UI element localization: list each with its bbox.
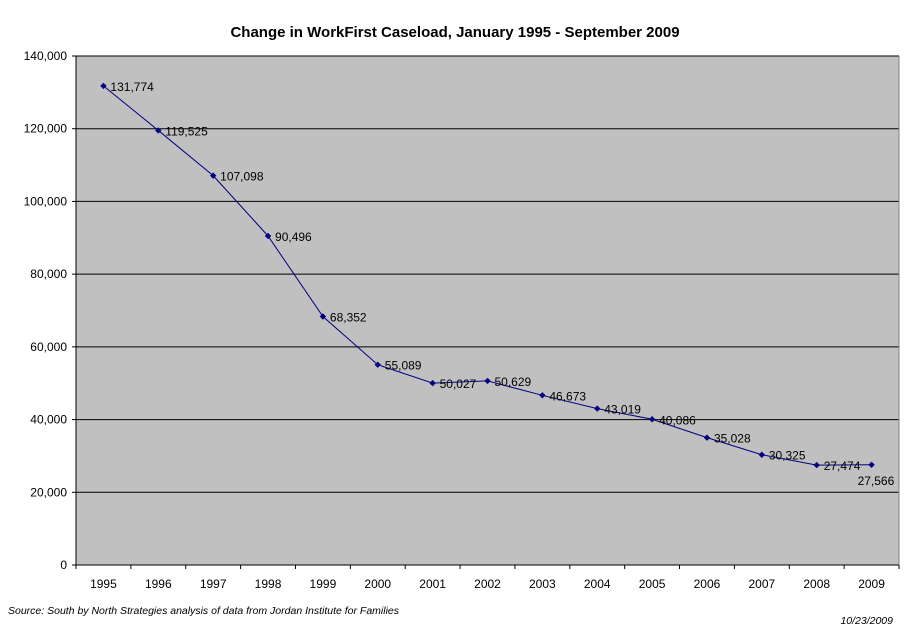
x-tick-label: 2009: [858, 577, 885, 591]
data-point: [100, 82, 107, 90]
x-tick-label: 2004: [584, 577, 611, 591]
y-tick-label: 120,000: [24, 122, 68, 136]
x-tick-label: 2008: [803, 577, 830, 591]
data-label: 43,019: [604, 403, 641, 417]
data-labels: 131,774 119,525 107,098 90,496 68,352 55,089 5…: [110, 80, 894, 488]
x-tick-label: 1995: [90, 577, 117, 591]
x-tick-label: 2000: [364, 577, 391, 591]
data-label: 46,673: [549, 389, 586, 403]
x-axis-ticks: 1995 1996 1997 1998 1999 2000 2001 2002 2003 2004…: [75, 565, 900, 591]
data-point: [594, 405, 601, 412]
data-point: [374, 361, 381, 368]
data-point: [319, 313, 327, 320]
y-tick-label: 140,000: [24, 49, 68, 63]
data-point: [264, 232, 272, 240]
data-label: 119,525: [165, 124, 208, 138]
x-tick-label: 1999: [310, 577, 337, 591]
data-point: [539, 392, 546, 399]
data-label: 35,028: [714, 432, 751, 446]
series: [100, 82, 875, 469]
x-tick-label: 2005: [639, 577, 666, 591]
x-tick-label: 1998: [255, 577, 282, 591]
data-label: 27,566: [858, 474, 895, 488]
data-label: 107,098: [220, 170, 264, 184]
source-note: Source: South by North Strategies analys…: [8, 605, 400, 617]
data-label: 50,629: [495, 375, 532, 389]
x-tick-label: 1997: [200, 577, 227, 591]
x-tick-label: 2002: [474, 577, 501, 591]
data-label: 90,496: [275, 230, 312, 244]
y-tick-label: 100,000: [24, 194, 68, 208]
data-point: [758, 451, 766, 458]
data-point: [703, 434, 711, 441]
data-point: [429, 379, 436, 387]
plot-area: [76, 56, 899, 565]
chart-title: Change in WorkFirst Caseload, January 19…: [230, 24, 679, 41]
x-tick-label: 2007: [748, 577, 775, 591]
data-point: [813, 461, 820, 469]
data-point: [209, 172, 217, 179]
data-label: 30,325: [769, 449, 806, 463]
x-tick-label: 2003: [529, 577, 556, 591]
data-point: [648, 416, 656, 423]
x-tick-label: 1996: [145, 577, 172, 591]
y-tick-label: 60,000: [30, 340, 67, 354]
data-label: 50,027: [440, 377, 477, 391]
data-label: 40,086: [659, 413, 696, 427]
data-point: [484, 377, 491, 385]
data-label: 55,089: [385, 359, 422, 373]
y-tick-label: 0: [60, 558, 67, 572]
y-tick-label: 80,000: [30, 267, 67, 281]
x-tick-label: 2006: [694, 577, 721, 591]
y-axis-ticks: 0 20,000 40,000 60,000 80,000 100,000 120,000 1…: [24, 49, 76, 572]
date-stamp: 10/23/2009: [840, 615, 893, 627]
data-label: 131,774: [110, 80, 154, 94]
data-label: 27,474: [824, 459, 861, 473]
gridlines: [76, 55, 899, 493]
x-tick-label: 2001: [419, 577, 446, 591]
y-tick-label: 40,000: [30, 413, 67, 427]
y-tick-label: 20,000: [30, 485, 67, 499]
data-point: [868, 461, 875, 468]
axes: [75, 56, 900, 566]
data-label: 68,352: [330, 310, 367, 324]
data-point: [155, 127, 162, 134]
